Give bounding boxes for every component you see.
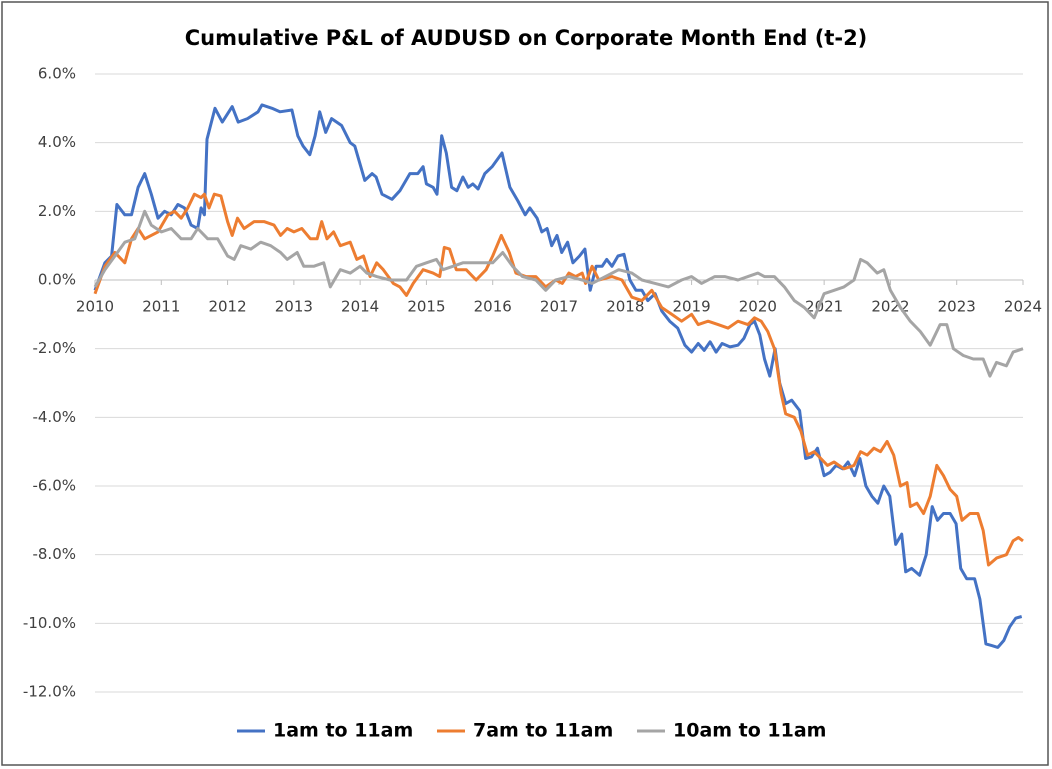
- series-line: [93, 209, 1024, 378]
- chart-title: Cumulative P&L of AUDUSD on Corporate Mo…: [185, 26, 868, 50]
- legend-label: 10am to 11am: [673, 720, 826, 742]
- series-line: [93, 103, 1023, 649]
- legend-label: 7am to 11am: [473, 720, 613, 742]
- x-tick-label: 2011: [142, 298, 180, 316]
- x-tick-label: 2017: [540, 298, 578, 316]
- x-tick-label: 2019: [672, 298, 710, 316]
- y-tick-label: -12.0%: [23, 683, 76, 701]
- x-tick-label: 2020: [739, 298, 777, 316]
- x-tick-label: 2022: [871, 298, 909, 316]
- x-tick-label: 2018: [606, 298, 644, 316]
- y-tick-label: -8.0%: [32, 545, 76, 563]
- x-tick-label: 2015: [407, 298, 445, 316]
- y-tick-label: -10.0%: [23, 614, 76, 632]
- x-tick-label: 2023: [938, 298, 976, 316]
- y-tick-label: -2.0%: [32, 339, 76, 357]
- x-tick-label: 2010: [76, 298, 114, 316]
- x-tick-label: 2012: [208, 298, 246, 316]
- y-tick-label: -4.0%: [32, 408, 76, 426]
- series-line: [93, 192, 1024, 567]
- x-tick-label: 2024: [1004, 298, 1042, 316]
- y-tick-label: 2.0%: [38, 202, 76, 220]
- y-tick-label: 4.0%: [38, 133, 76, 151]
- y-tick-label: 6.0%: [38, 65, 76, 83]
- y-tick-label: -6.0%: [32, 477, 76, 495]
- x-tick-label: 2016: [474, 298, 512, 316]
- x-tick-label: 2014: [341, 298, 379, 316]
- legend-label: 1am to 11am: [273, 720, 413, 742]
- y-tick-label: 0.0%: [38, 271, 76, 289]
- x-tick-label: 2021: [805, 298, 843, 316]
- x-tick-label: 2013: [275, 298, 313, 316]
